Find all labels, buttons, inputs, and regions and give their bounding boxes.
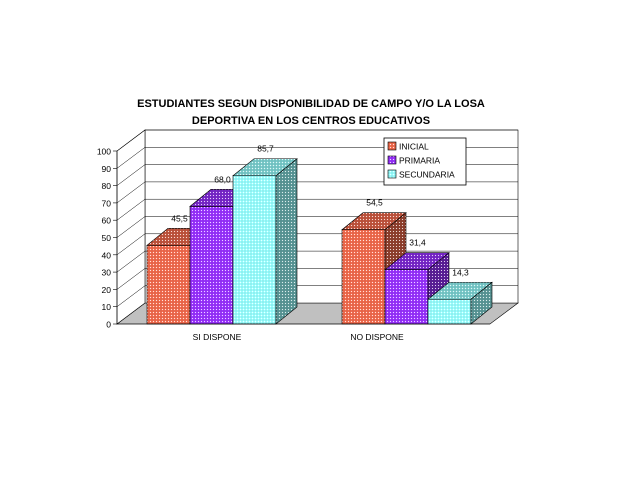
legend-swatch <box>387 155 397 165</box>
bars <box>146 158 493 325</box>
legend: INICIAL PRIMARIA SECUNDARIA <box>383 137 467 186</box>
data-label: 31,4 <box>409 238 426 248</box>
gridline <box>116 198 518 221</box>
legend-box <box>383 137 467 186</box>
legend-label: PRIMARIA <box>399 156 440 166</box>
bar-front <box>232 175 277 325</box>
bar-side <box>275 158 298 325</box>
y-tick-label: 60 <box>102 216 112 226</box>
y-axis: 0 10 20 30 40 50 60 70 80 90 100 <box>97 147 118 330</box>
chart-title-line: DEPORTIVA EN LOS CENTROS EDUCATIVOS <box>192 115 430 127</box>
y-tick-label: 100 <box>97 147 111 157</box>
gridline <box>116 129 518 152</box>
x-tick-label: NO DISPONE <box>350 332 404 342</box>
data-label: 85,7 <box>257 144 274 154</box>
y-tick-label: 50 <box>102 233 112 243</box>
x-tick-label: SI DISPONE <box>193 332 242 342</box>
data-label: 68,0 <box>214 174 231 184</box>
legend-label: SECUNDARIA <box>399 170 455 180</box>
legend-swatch <box>387 141 397 151</box>
bar-secundaria-si <box>232 158 298 325</box>
legend-label: INICIAL <box>399 142 429 152</box>
legend-swatch <box>387 169 397 179</box>
data-label: 14,3 <box>452 267 469 277</box>
bar-front <box>384 269 429 325</box>
x-axis: SI DISPONE NO DISPONE <box>117 323 490 342</box>
data-label: 45,5 <box>171 213 188 223</box>
chart-title-line: ESTUDIANTES SEGUN DISPONIBILIDAD DE CAMP… <box>137 98 485 110</box>
bar-inicial-no <box>341 212 407 325</box>
data-labels: 45,5 68,0 85,7 54,5 31,4 14,3 <box>171 144 469 278</box>
y-tick-label: 90 <box>102 164 112 174</box>
y-tick-label: 20 <box>102 285 112 295</box>
bar-front <box>146 244 191 325</box>
bar-front <box>341 229 386 325</box>
y-tick-label: 80 <box>102 181 112 191</box>
y-tick-label: 0 <box>106 320 111 330</box>
bar-secundaria-no <box>427 281 493 325</box>
y-tick-label: 30 <box>102 268 112 278</box>
data-label: 54,5 <box>366 198 383 208</box>
bar-front <box>189 206 234 325</box>
y-tick-label: 40 <box>102 250 112 260</box>
bar-front <box>427 298 472 325</box>
bar-side <box>470 281 493 325</box>
y-tick-label: 10 <box>102 302 112 312</box>
y-tick-label: 70 <box>102 198 112 208</box>
chart-title: ESTUDIANTES SEGUN DISPONIBILIDAD DE CAMP… <box>137 98 485 127</box>
